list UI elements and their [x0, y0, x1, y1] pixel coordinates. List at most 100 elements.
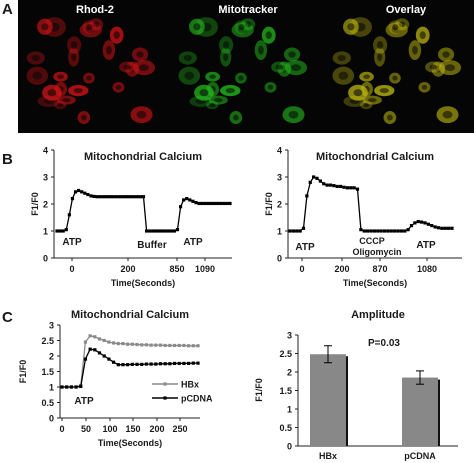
data-point	[141, 195, 146, 199]
cell-nucleus	[209, 103, 216, 107]
data-point	[80, 190, 84, 194]
data-point	[83, 191, 87, 195]
micrograph-rhod2	[26, 17, 156, 125]
x-tick-label: 870	[372, 264, 387, 274]
data-point	[187, 344, 191, 348]
panel-a: Rhod-2 Mitotracker Overlay	[18, 0, 474, 133]
data-point	[308, 180, 312, 184]
data-point	[98, 195, 102, 199]
data-point	[376, 229, 380, 233]
cell-nucleus	[379, 88, 389, 94]
cell-nucleus	[222, 41, 230, 49]
x-tick-label: 0	[299, 264, 304, 274]
data-point	[169, 229, 173, 233]
cell-nucleus	[363, 74, 370, 79]
data-point	[413, 221, 417, 225]
data-point	[291, 229, 295, 233]
data-point	[339, 184, 343, 189]
cell-nucleus	[444, 64, 455, 72]
y-tick-label: 1.5	[279, 386, 292, 396]
annotation-label: ATP	[74, 396, 94, 407]
cell-nucleus	[353, 89, 363, 97]
image-label-mitotracker: Mitotracker	[218, 4, 278, 16]
data-point	[191, 344, 195, 348]
chart-title: Mitochondrial Calcium	[71, 309, 189, 321]
data-point	[140, 343, 144, 347]
annotation-label: Buffer	[137, 240, 167, 251]
data-point	[172, 229, 176, 233]
data-point	[426, 222, 430, 226]
data-point	[101, 195, 105, 199]
data-point	[60, 385, 64, 389]
data-point	[111, 360, 116, 364]
data-point	[175, 228, 180, 232]
x-tick-label: 200	[334, 264, 349, 274]
data-point	[352, 186, 356, 190]
data-point	[219, 201, 223, 206]
cell-nucleus	[73, 88, 83, 94]
data-point	[305, 194, 309, 198]
cell-nucleus	[81, 114, 87, 121]
y-axis-label: F1/F0	[254, 378, 264, 402]
data-point	[191, 361, 195, 365]
cell-nucleus	[113, 31, 120, 40]
data-point	[140, 362, 144, 366]
data-point	[222, 201, 226, 206]
cell-nucleus	[238, 75, 244, 81]
data-point	[182, 361, 186, 366]
data-point	[58, 229, 62, 233]
data-point	[366, 229, 370, 233]
data-point	[178, 205, 183, 209]
cell-nucleus	[265, 31, 272, 40]
data-point	[79, 384, 83, 388]
data-point	[345, 186, 349, 190]
data-point	[120, 195, 124, 199]
data-point	[89, 194, 93, 198]
data-point	[318, 179, 322, 183]
y-tick-label: 3	[277, 173, 282, 183]
data-point	[107, 357, 111, 361]
x-tick-label: 850	[169, 264, 184, 274]
data-point	[436, 226, 441, 230]
annotation-label: Oligomycin	[352, 247, 401, 257]
annotation-label: ATP	[62, 237, 82, 248]
micrograph-overlay	[332, 17, 462, 125]
data-point	[138, 195, 143, 199]
x-tick-label: HBx	[319, 451, 337, 461]
cell-nucleus	[193, 23, 201, 31]
data-point	[423, 221, 427, 225]
data-point	[86, 192, 90, 197]
data-point	[88, 347, 92, 351]
data-point	[196, 361, 200, 365]
cell-nucleus	[387, 114, 393, 121]
data-point	[144, 229, 149, 233]
chart-title: Mitochondrial Calcium	[316, 151, 434, 163]
cell-nucleus	[225, 88, 235, 94]
chart-b-left: Mitochondrial Calcium 0 1 2 3 4 F1/F0 0 200 850 10…	[30, 146, 232, 288]
x-axis-label: Time(Seconds)	[343, 278, 407, 288]
bar-HBx	[310, 354, 346, 446]
cell-nucleus	[209, 74, 216, 79]
cell-nucleus	[244, 21, 252, 28]
data-point	[104, 195, 109, 199]
data-point	[154, 229, 158, 233]
panel-c-label: C	[2, 309, 13, 326]
data-point	[160, 229, 164, 233]
x-axis-label: Time(Seconds)	[98, 438, 162, 448]
data-point	[121, 342, 125, 346]
p-value-annotation: P=0.03	[368, 338, 400, 349]
x-tick-label: 100	[102, 424, 117, 434]
y-axis-label: F1/F0	[264, 192, 274, 216]
data-point	[126, 342, 130, 346]
data-point	[196, 344, 200, 348]
image-label-overlay: Overlay	[386, 4, 427, 16]
data-point	[322, 182, 326, 186]
data-point	[107, 195, 112, 199]
data-point	[92, 194, 96, 199]
y-tick-label: 2	[43, 200, 48, 210]
cell-nucleus	[347, 23, 355, 31]
cell-nucleus	[363, 103, 370, 107]
data-point	[77, 188, 81, 193]
data-point	[154, 343, 158, 347]
